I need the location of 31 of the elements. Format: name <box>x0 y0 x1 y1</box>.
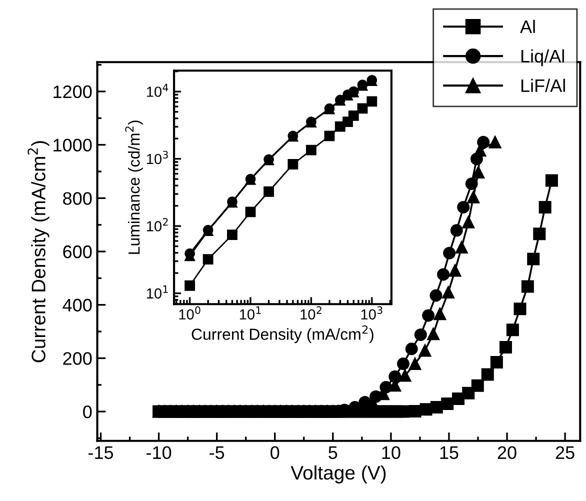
y-tick-label: 1200 <box>54 85 92 98</box>
legend-label: Liq/Al <box>521 49 564 66</box>
x-tick-label: -10 <box>146 446 172 460</box>
y-axis-title: Luminance (cd/m$^{2}$) <box>125 120 143 254</box>
y-tick-label: 10$^{1}$ <box>146 285 168 299</box>
y-axis-title: Current Density (mA/cm$^{2}$) <box>28 141 50 362</box>
x-tick-label: 25 <box>556 446 574 460</box>
x-tick-label: 5 <box>328 446 338 460</box>
x-tick-label: -15 <box>88 446 114 460</box>
legend-label: Al <box>520 20 535 33</box>
x-axis-title: Current Density (mA/cm$^{2}$) <box>192 325 374 344</box>
y-tick-label: 400 <box>62 298 92 312</box>
y-tick-label: 1000 <box>54 138 92 152</box>
legend-label: LiF/Al <box>521 78 565 92</box>
y-tick-label: 10$^{4}$ <box>146 84 168 97</box>
x-tick-label: 10$^{3}$ <box>361 306 382 320</box>
x-tick-label: 10$^{1}$ <box>240 306 261 320</box>
y-tick-label: 10$^{3}$ <box>146 150 168 164</box>
x-tick-label: 10$^{0}$ <box>179 306 200 320</box>
y-tick-label: 800 <box>63 192 92 205</box>
x-tick-label: -5 <box>210 446 224 460</box>
y-tick-label: 0 <box>83 405 92 418</box>
x-tick-label: 20 <box>498 446 516 460</box>
x-tick-label: 10 <box>382 446 400 460</box>
x-axis-title: Voltage (V) <box>290 465 386 484</box>
x-tick-label: 0 <box>270 446 280 460</box>
y-tick-label: 200 <box>63 352 92 365</box>
y-tick-label: 600 <box>63 245 92 258</box>
x-tick-label: 10$^{2}$ <box>300 306 322 320</box>
x-tick-label: 15 <box>440 446 458 460</box>
y-tick-label: 10$^{2}$ <box>146 218 168 232</box>
